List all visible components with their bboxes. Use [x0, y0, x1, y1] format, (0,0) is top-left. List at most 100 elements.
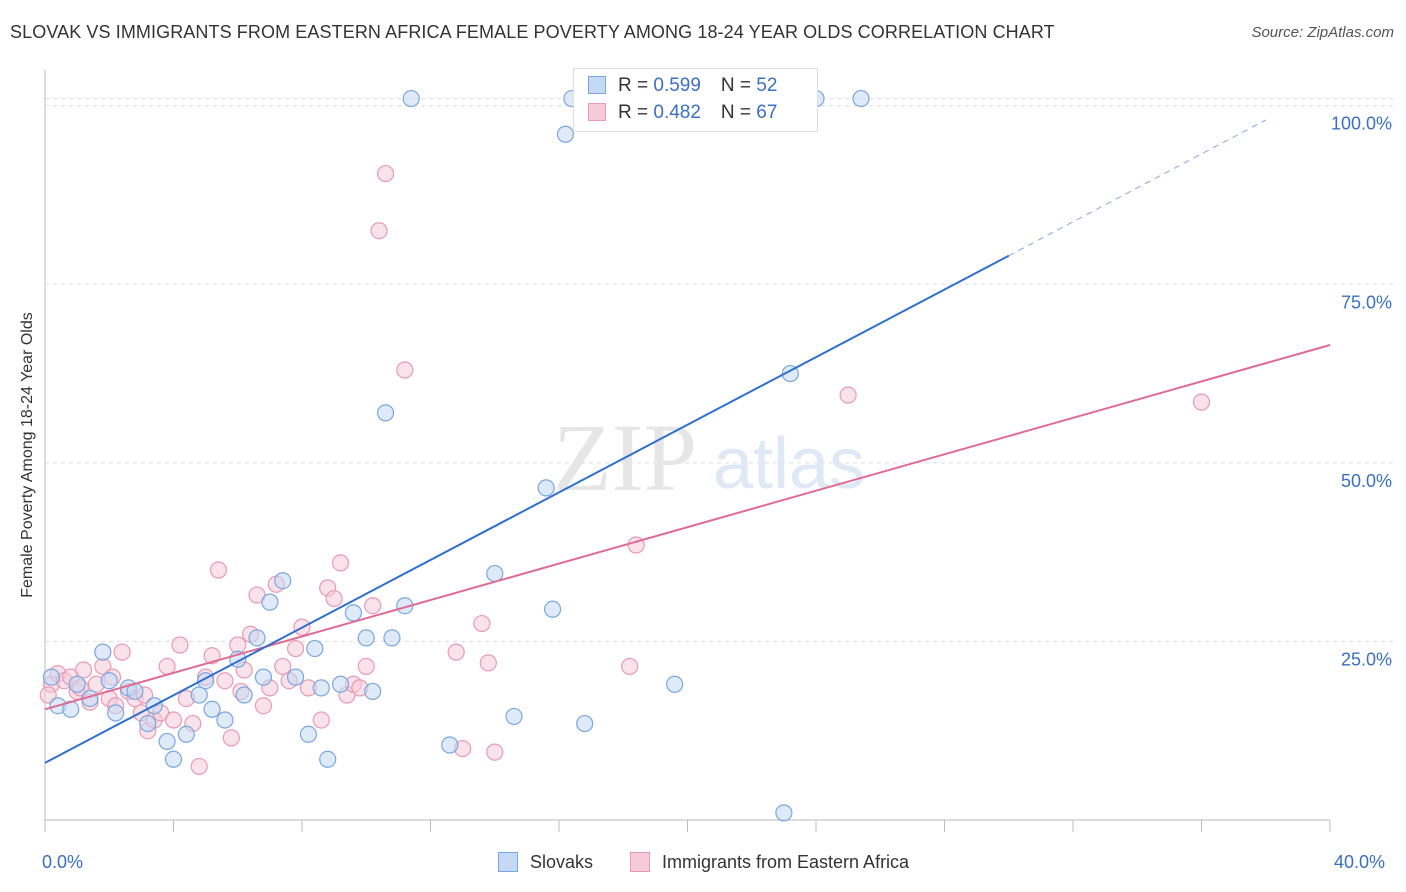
y-axis-label: Female Poverty Among 18-24 Year Olds	[19, 312, 36, 598]
legend-row-slovaks: R = 0.599 N = 52	[588, 75, 777, 99]
immigrants-point	[203, 647, 221, 665]
slovaks-point	[505, 707, 523, 726]
slovaks-point	[319, 750, 337, 768]
slovaks-point	[203, 700, 221, 718]
y-tick-labels: 25.0% 50.0% 75.0% 100.0%	[1331, 114, 1392, 670]
slovaks-point	[68, 675, 86, 693]
slovaks-point	[344, 604, 362, 622]
slovaks-point	[177, 725, 195, 743]
immigrants-point	[839, 386, 857, 404]
slovaks-point	[357, 629, 375, 647]
immigrants-point	[357, 657, 375, 676]
slovaks-point	[852, 89, 870, 108]
immigrants-point	[39, 686, 57, 704]
legend-r-label: R =	[618, 75, 654, 96]
immigrants-point	[158, 657, 176, 676]
series-slovaks-points	[42, 89, 870, 822]
immigrants-point	[473, 614, 491, 633]
slovaks-point	[666, 675, 684, 693]
y-tick-label: 100.0%	[1331, 114, 1392, 134]
legend-n-value: 67	[756, 102, 778, 123]
slovaks-point	[216, 711, 234, 729]
slovaks-point	[248, 629, 266, 647]
trend-line-immigrants	[44, 344, 1331, 711]
slovaks-point	[254, 668, 273, 686]
slovaks-point	[364, 682, 382, 701]
trend-line-slovaks	[44, 254, 1010, 764]
slovaks-point	[190, 686, 208, 704]
slovaks-point	[306, 639, 324, 658]
slovaks-point	[261, 593, 279, 611]
immigrants-point	[312, 711, 330, 729]
legend-swatch-immigrants	[588, 103, 606, 121]
slovaks-point	[164, 750, 183, 768]
immigrants-point	[370, 222, 388, 240]
series-legend-swatch	[630, 852, 650, 872]
y-tick-label: 25.0%	[1341, 649, 1392, 669]
slovaks-point	[775, 804, 793, 822]
immigrants-point	[222, 729, 240, 747]
immigrants-point	[190, 757, 208, 776]
slovaks-point	[402, 89, 420, 108]
slovaks-point	[543, 600, 562, 618]
trend-lines	[44, 119, 1331, 764]
series-legend: Slovaks Immigrants from Eastern Africa	[0, 852, 1406, 876]
immigrants-point	[376, 164, 395, 183]
series-legend-immigrants[interactable]: Immigrants from Eastern Africa	[630, 852, 909, 873]
chart-title: SLOVAK VS IMMIGRANTS FROM EASTERN AFRICA…	[10, 22, 1055, 42]
series-legend-label: Immigrants from Eastern Africa	[662, 852, 910, 872]
immigrants-point	[364, 597, 382, 615]
slovaks-point	[158, 732, 176, 751]
immigrants-point	[396, 361, 414, 379]
slovaks-point	[235, 686, 253, 704]
series-legend-swatch	[498, 852, 518, 872]
correlation-legend: R = 0.599 N = 52 R = 0.482 N = 67	[573, 68, 818, 132]
immigrants-point	[1192, 393, 1211, 411]
slovaks-point	[312, 679, 330, 697]
legend-n-value: 52	[756, 75, 778, 96]
legend-n-label: N =	[720, 75, 757, 96]
immigrants-point	[325, 589, 343, 608]
immigrants-point	[286, 639, 305, 658]
slovaks-point	[376, 404, 395, 422]
slovaks-point	[441, 736, 459, 754]
immigrants-point	[254, 697, 273, 715]
slovaks-point	[100, 672, 118, 690]
series-legend-label: Slovaks	[530, 852, 594, 872]
x-tick-label-min: 0.0%	[42, 852, 84, 872]
series-legend-slovaks[interactable]: Slovaks	[498, 852, 593, 873]
immigrants-point	[229, 636, 247, 654]
slovaks-point	[576, 714, 594, 733]
immigrants-point	[171, 636, 189, 654]
immigrants-point	[331, 554, 350, 572]
trend-line-slovaks-extension	[1008, 119, 1266, 257]
source-credit: Source: ZipAtlas.com	[1251, 24, 1394, 41]
immigrants-point	[447, 643, 465, 661]
slovaks-point	[537, 479, 555, 497]
slovaks-point	[383, 629, 401, 647]
immigrants-point	[621, 657, 639, 676]
watermark-atlas: atlas	[713, 424, 865, 504]
legend-r-value: 0.599	[653, 75, 701, 96]
legend-r-label: R =	[618, 102, 654, 123]
immigrants-point	[486, 743, 504, 761]
legend-row-immigrants: R = 0.482 N = 67	[588, 102, 777, 126]
slovaks-point	[42, 668, 61, 686]
immigrants-point	[248, 586, 266, 604]
immigrants-point	[164, 711, 183, 729]
gridlines	[45, 98, 1395, 642]
slovaks-point	[94, 643, 112, 661]
slovaks-point	[331, 675, 350, 693]
slovaks-point	[139, 714, 157, 733]
legend-n-label: N =	[720, 102, 757, 123]
x-tick-label-max: 40.0%	[1334, 852, 1386, 872]
slovaks-point	[274, 572, 292, 590]
immigrants-point	[274, 657, 292, 676]
watermark: ZIP atlas	[553, 404, 865, 511]
y-tick-label: 50.0%	[1341, 471, 1392, 491]
y-tick-label: 75.0%	[1341, 292, 1392, 312]
legend-r-value: 0.482	[653, 102, 701, 123]
immigrants-point	[74, 661, 93, 679]
slovaks-point	[556, 125, 575, 143]
slovaks-point	[299, 725, 318, 743]
